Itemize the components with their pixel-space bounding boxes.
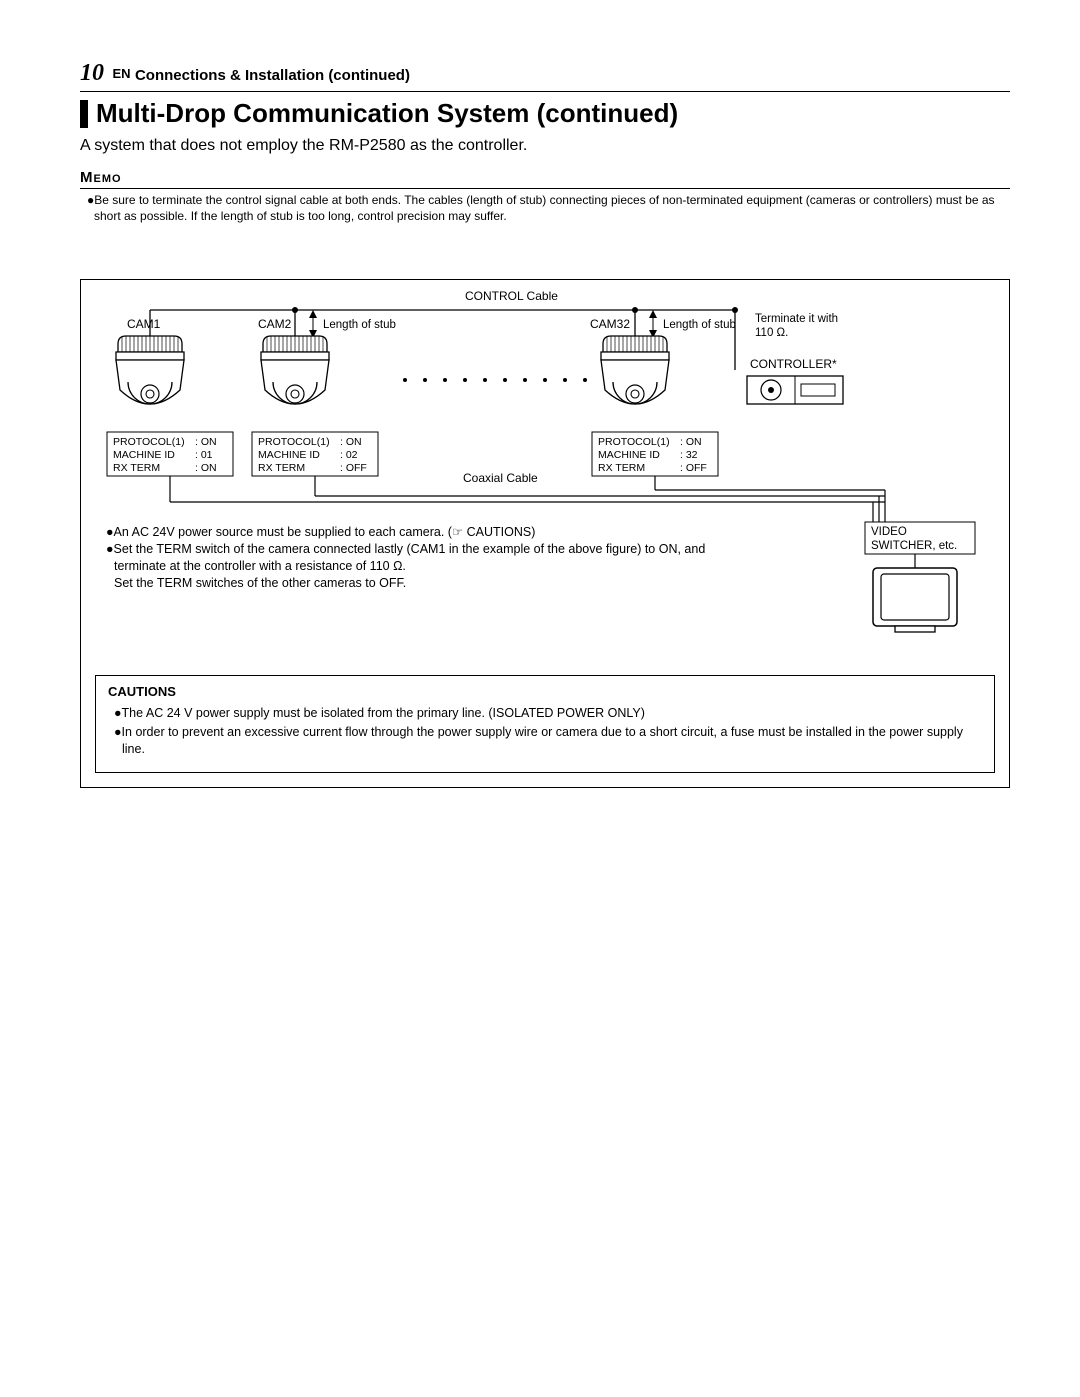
- terminate-label-1: Terminate it with: [755, 313, 838, 325]
- memo-text: ●Be sure to terminate the control signal…: [80, 193, 1010, 224]
- video-switcher-label-2: SWITCHER, etc.: [871, 540, 957, 552]
- continuation-dots: [403, 378, 587, 382]
- controller-icon: [747, 376, 843, 404]
- stub-label-1: Length of stub: [323, 319, 396, 331]
- page-title: Multi-Drop Communication System (continu…: [96, 98, 678, 129]
- cam1-p3: RX TERM: [113, 462, 160, 474]
- header-line: 10 EN Connections & Installation (contin…: [80, 60, 1010, 92]
- cautions-box: CAUTIONS ●The AC 24 V power supply must …: [95, 675, 995, 773]
- cam2-p3: RX TERM: [258, 462, 305, 474]
- control-cable-label: CONTROL Cable: [465, 290, 558, 303]
- cautions-text: ●The AC 24 V power supply must be isolat…: [108, 705, 982, 758]
- monitor-icon: [873, 568, 957, 632]
- cam2-p1v: : ON: [340, 436, 362, 448]
- cam2-label: CAM2: [258, 317, 292, 331]
- page: 10 EN Connections & Installation (contin…: [0, 0, 1080, 848]
- caution-2: ●In order to prevent an excessive curren…: [108, 724, 982, 758]
- cautions-title: CAUTIONS: [108, 684, 982, 699]
- note-2: ●Set the TERM switch of the camera conne…: [100, 541, 720, 575]
- caution-1: ●The AC 24 V power supply must be isolat…: [108, 705, 982, 722]
- cam2-p1: PROTOCOL(1): [258, 436, 330, 448]
- controller-label: CONTROLLER*: [750, 357, 837, 371]
- subtitle: A system that does not employ the RM-P25…: [80, 137, 1010, 155]
- lang-code: EN: [112, 66, 130, 81]
- cam32-p3v: : OFF: [680, 462, 707, 474]
- cam2-p3v: : OFF: [340, 462, 367, 474]
- camera-icon-32: [601, 336, 669, 404]
- video-switcher-label-1: VIDEO: [871, 526, 907, 538]
- cam1-label: CAM1: [127, 317, 161, 331]
- stub-label-2: Length of stub: [663, 319, 736, 331]
- cam1-p3v: : ON: [195, 462, 217, 474]
- cam32-p2: MACHINE ID: [598, 449, 660, 461]
- cam32-label: CAM32: [590, 317, 630, 331]
- cam1-p2: MACHINE ID: [113, 449, 175, 461]
- wiring-diagram: CONTROL Cable Length of stub Length of: [95, 290, 995, 650]
- memo-label: Memo: [80, 169, 1010, 189]
- title-accent: [80, 100, 88, 128]
- camera-icon-1: [116, 336, 184, 404]
- title-bar: Multi-Drop Communication System (continu…: [80, 98, 1010, 129]
- coax-label: Coaxial Cable: [463, 471, 538, 485]
- page-number: 10: [80, 60, 104, 86]
- camera-icon-2: [261, 336, 329, 404]
- cam32-p2v: : 32: [680, 449, 698, 461]
- cam32-p1v: : ON: [680, 436, 702, 448]
- note-1: ●An AC 24V power source must be supplied…: [100, 524, 720, 541]
- terminate-label-2: 110 Ω.: [755, 327, 788, 339]
- diagram-container: CONTROL Cable Length of stub Length of: [80, 279, 1010, 788]
- section-name: Connections & Installation (continued): [135, 67, 410, 84]
- cam2-p2: MACHINE ID: [258, 449, 320, 461]
- note-3: Set the TERM switches of the other camer…: [100, 575, 720, 592]
- cam1-p1: PROTOCOL(1): [113, 436, 185, 448]
- cam32-p1: PROTOCOL(1): [598, 436, 670, 448]
- cam1-p1v: : ON: [195, 436, 217, 448]
- cam32-p3: RX TERM: [598, 462, 645, 474]
- cam1-p2v: : 01: [195, 449, 213, 461]
- cam2-p2v: : 02: [340, 449, 358, 461]
- diagram-notes: ●An AC 24V power source must be supplied…: [100, 524, 720, 592]
